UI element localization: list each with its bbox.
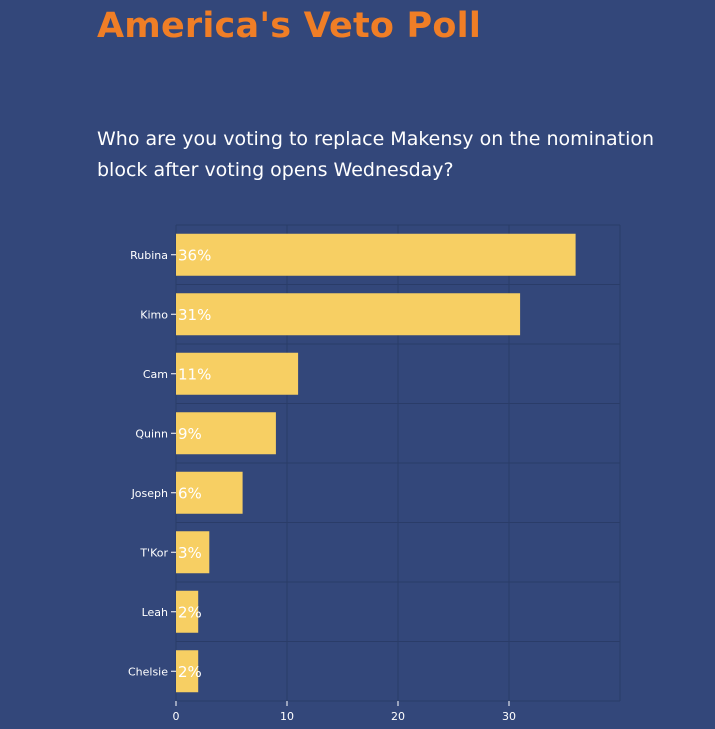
bar-rubina <box>176 233 576 276</box>
data-label: 36% <box>178 246 211 264</box>
data-label: 3% <box>178 544 202 562</box>
data-label: 2% <box>178 663 202 681</box>
bar-kimo <box>176 293 521 336</box>
data-label: 6% <box>178 484 202 502</box>
category-label: Leah <box>142 606 168 619</box>
category-label: Quinn <box>135 427 168 440</box>
data-label: 11% <box>178 365 211 383</box>
bar-tkor <box>176 531 210 574</box>
data-label: 9% <box>178 425 202 443</box>
data-label: 31% <box>178 306 211 324</box>
bar-leah <box>176 590 199 633</box>
bar-joseph <box>176 471 243 514</box>
category-label: Joseph <box>131 487 168 500</box>
category-label: Kimo <box>140 308 168 321</box>
bar-cam <box>176 352 299 395</box>
poll-question: Who are you voting to replace Makensy on… <box>97 128 655 181</box>
bar-chelsie <box>176 650 199 693</box>
x-tick-label: 10 <box>280 710 294 723</box>
category-label: T'Kor <box>139 546 168 559</box>
x-tick-label: 0 <box>173 710 180 723</box>
bar-quinn <box>176 412 276 455</box>
data-label: 2% <box>178 603 202 621</box>
chart-title: America's Veto Poll <box>97 6 482 46</box>
x-tick-label: 30 <box>502 710 516 723</box>
category-label: Rubina <box>130 249 168 262</box>
x-tick-label: 20 <box>391 710 405 723</box>
category-label: Chelsie <box>128 665 168 678</box>
category-label: Cam <box>143 368 168 381</box>
